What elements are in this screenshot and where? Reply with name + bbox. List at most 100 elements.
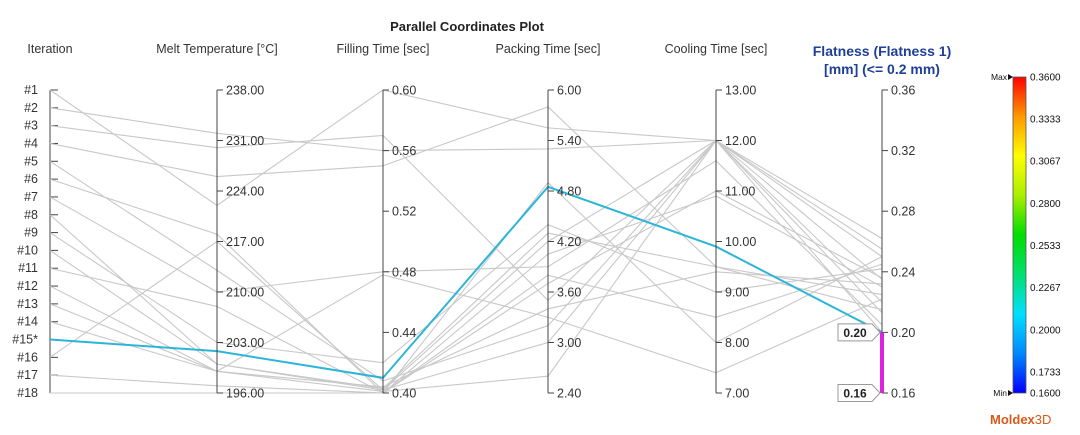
flatness-callout-box: [837, 323, 881, 342]
iteration-tick-label: #9: [24, 226, 38, 240]
axis-tick-label: 210.00: [226, 286, 264, 300]
axis-tick-label: 0.56: [392, 144, 416, 158]
axis-tick-label: 13.00: [725, 84, 756, 98]
axis-tick-label: 8.00: [725, 336, 749, 350]
colorbar-tick-label: 0.2800: [1030, 199, 1061, 210]
colorbar-max-label: Max: [991, 72, 1008, 82]
flatness-axis-subtitle: [mm] (<= 0.2 mm): [824, 61, 940, 77]
colorbar-max-marker: [1008, 74, 1013, 80]
run-line: [49, 125, 883, 302]
axis-tick-label: 0.32: [891, 144, 915, 158]
colorbar-min-marker: [1008, 390, 1013, 396]
axis-title-pack: Packing Time [sec]: [496, 42, 601, 56]
iteration-tick-label: #18: [17, 386, 38, 400]
brand-text-accent: 3D: [1035, 412, 1052, 427]
axis-tick-label: 224.00: [226, 185, 264, 199]
iteration-tick-label: #15*: [12, 333, 38, 347]
flatness-callout-value: 0.20: [843, 326, 867, 340]
iteration-axis: Iteration #1 #2 #3 #4 #5 #6 #7 #8 #9 #10 #11 #12 #13 #…: [12, 42, 72, 400]
axis-tick-label: 196.00: [226, 387, 264, 401]
colorbar-tick-label: 0.3067: [1030, 157, 1061, 168]
run-line: [49, 271, 883, 388]
run-line: [49, 274, 883, 374]
axis-tick-label: 3.60: [557, 286, 581, 300]
axis-tick-label: 217.00: [226, 235, 264, 249]
iteration-tick-label: #1: [24, 83, 38, 97]
axis-tick-label: 4.20: [557, 235, 581, 249]
iteration-tick-label: #5: [24, 154, 38, 168]
iteration-tick-label: #2: [24, 101, 38, 115]
axis-tick-label: 0.40: [392, 387, 416, 401]
axis-tick-label: 0.28: [891, 205, 915, 219]
brand-text: Moldex3D: [990, 412, 1051, 427]
axis-tick-label: 0.16: [891, 387, 915, 401]
axis-tick-label: 0.52: [392, 205, 416, 219]
axis-tick-label: 231.00: [226, 134, 264, 148]
axis-tick-label: 0.44: [392, 326, 416, 340]
iteration-tick-label: #4: [24, 136, 38, 150]
axis-tick-label: 238.00: [226, 84, 264, 98]
iteration-tick-label: #17: [17, 368, 38, 382]
run-line: [49, 232, 883, 390]
run-line: [49, 106, 883, 311]
iteration-tick-label: #6: [24, 172, 38, 186]
iteration-tick-label: #8: [24, 208, 38, 222]
colorbar-tick-label: 0.3600: [1030, 73, 1061, 84]
highlighted-run-line: [49, 185, 883, 379]
colorbar-gradient-bar: [1012, 76, 1027, 394]
run-line: [49, 190, 883, 394]
flatness-axis-title: Flatness (Flatness 1): [813, 43, 952, 59]
flatness-callout-value: 0.16: [843, 387, 867, 401]
axis-tick-label: 0.48: [392, 265, 416, 279]
iteration-tick-label: #7: [24, 190, 38, 204]
chart-title: Parallel Coordinates Plot: [390, 19, 545, 34]
moldex3d-logo: Moldex3D: [990, 412, 1051, 427]
run-lines: [49, 89, 883, 394]
axis-tick-label: 11.00: [725, 185, 755, 199]
run-line: [49, 263, 883, 394]
axis-tick-label: 0.24: [891, 265, 915, 279]
colorbar-tick-label: 0.1733: [1030, 367, 1061, 378]
axis-title-melt: Melt Temperature [°C]: [156, 42, 277, 56]
colorbar-tick-label: 0.2000: [1030, 325, 1061, 336]
axis-tick-label: 203.00: [226, 336, 264, 350]
axis-tick-label: 7.00: [725, 387, 749, 401]
run-line: [49, 178, 883, 394]
iteration-tick-label: #12: [17, 279, 38, 293]
run-line: [49, 160, 883, 326]
iteration-tick-label: #11: [18, 261, 38, 275]
axis-tick-label: 4.80: [557, 185, 581, 199]
axis-tick-label: 10.00: [725, 235, 756, 249]
run-line: [49, 139, 883, 393]
colorbar-tick-label: 0.2533: [1030, 241, 1061, 252]
axis-tick-label: 9.00: [725, 286, 749, 300]
iteration-tick-label: #13: [17, 297, 38, 311]
colorbar-tick-label: 0.3333: [1030, 115, 1061, 126]
run-line: [49, 89, 883, 280]
axis-tick-label: 2.40: [557, 387, 581, 401]
flatness-callouts: 0.20 0.16: [837, 323, 884, 402]
run-line: [50, 181, 883, 394]
run-line: [49, 139, 883, 382]
colorbar-min-label: Min: [993, 388, 1007, 398]
colorbar: 0.3600 0.3333 0.3067 0.2800 0.2533 0.2267 0.20…: [991, 72, 1061, 400]
iteration-tick-label: #14: [17, 315, 38, 329]
iteration-axis-title: Iteration: [27, 42, 72, 56]
axis-title-fill: Filling Time [sec]: [336, 42, 429, 56]
axis-title-cool: Cooling Time [sec]: [665, 42, 768, 56]
colorbar-tick-label: 0.1600: [1030, 389, 1061, 400]
axis-tick-label: 3.00: [557, 336, 581, 350]
iteration-tick-label: #3: [24, 119, 38, 133]
iteration-tick-label: #10: [17, 243, 38, 257]
brand-text-main: Moldex: [990, 412, 1036, 427]
axis-tick-label: 0.36: [891, 84, 915, 98]
axis-tick-label: 0.20: [891, 326, 915, 340]
run-line: [49, 139, 883, 391]
axis-tick-label: 12.00: [725, 134, 756, 148]
axis-tick-label: 0.60: [392, 84, 416, 98]
run-line: [49, 107, 883, 303]
value-axes: Melt Temperature [°C] 238.00 231.00 224.00 2…: [156, 42, 951, 401]
flatness-callout-box: [837, 384, 881, 402]
